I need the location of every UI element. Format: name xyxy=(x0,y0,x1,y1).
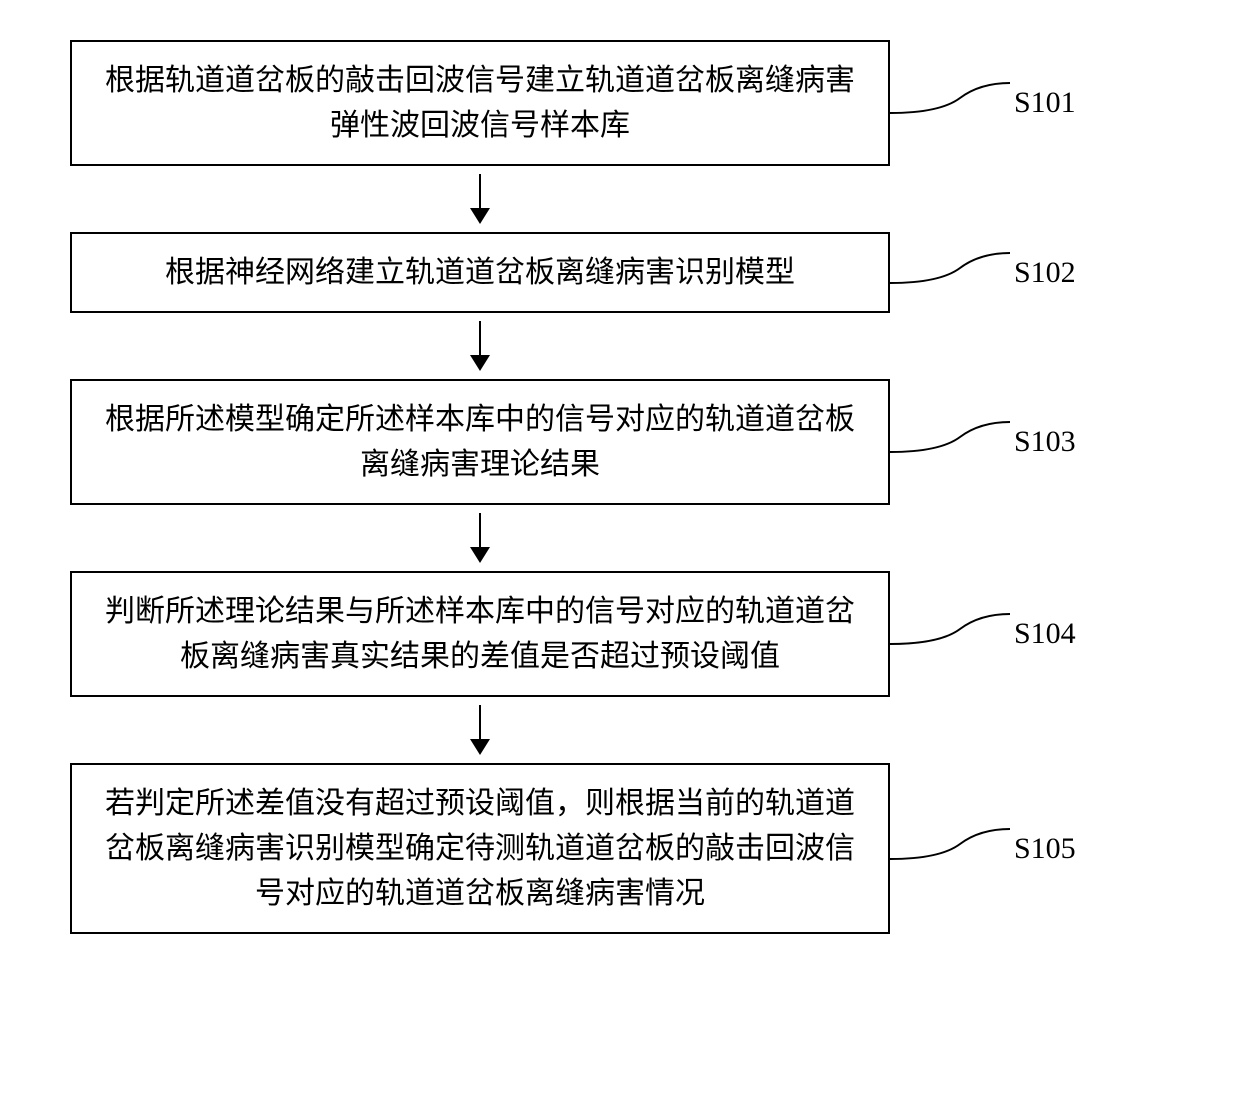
step-row-1: 根据轨道道岔板的敲击回波信号建立轨道道岔板离缝病害弹性波回波信号样本库 S101 xyxy=(70,40,1170,166)
step-label: S101 xyxy=(1014,86,1076,120)
arrow-4 xyxy=(70,697,890,763)
arrow-3 xyxy=(70,505,890,571)
step-box-2: 根据神经网络建立轨道道岔板离缝病害识别模型 xyxy=(70,232,890,313)
arrow-down-icon xyxy=(460,174,500,224)
arrow-1 xyxy=(70,166,890,232)
step-row-2: 根据神经网络建立轨道道岔板离缝病害识别模型 S102 xyxy=(70,232,1170,313)
step-text: 根据轨道道岔板的敲击回波信号建立轨道道岔板离缝病害弹性波回波信号样本库 xyxy=(96,58,864,148)
label-connector-3: S103 xyxy=(890,412,1076,472)
label-connector-5: S105 xyxy=(890,819,1076,879)
curve-icon xyxy=(890,412,1010,472)
curve-icon xyxy=(890,819,1010,879)
arrow-down-icon xyxy=(460,705,500,755)
step-label: S104 xyxy=(1014,617,1076,651)
step-box-3: 根据所述模型确定所述样本库中的信号对应的轨道道岔板离缝病害理论结果 xyxy=(70,379,890,505)
step-text: 根据神经网络建立轨道道岔板离缝病害识别模型 xyxy=(165,250,795,295)
step-label: S102 xyxy=(1014,256,1076,290)
step-row-4: 判断所述理论结果与所述样本库中的信号对应的轨道道岔板离缝病害真实结果的差值是否超… xyxy=(70,571,1170,697)
step-box-4: 判断所述理论结果与所述样本库中的信号对应的轨道道岔板离缝病害真实结果的差值是否超… xyxy=(70,571,890,697)
step-row-5: 若判定所述差值没有超过预设阈值，则根据当前的轨道道岔板离缝病害识别模型确定待测轨… xyxy=(70,763,1170,934)
arrow-down-icon xyxy=(460,513,500,563)
step-label: S103 xyxy=(1014,425,1076,459)
label-connector-4: S104 xyxy=(890,604,1076,664)
label-connector-1: S101 xyxy=(890,73,1076,133)
curve-icon xyxy=(890,243,1010,303)
arrow-down-icon xyxy=(460,321,500,371)
step-text: 判断所述理论结果与所述样本库中的信号对应的轨道道岔板离缝病害真实结果的差值是否超… xyxy=(96,589,864,679)
label-connector-2: S102 xyxy=(890,243,1076,303)
step-box-1: 根据轨道道岔板的敲击回波信号建立轨道道岔板离缝病害弹性波回波信号样本库 xyxy=(70,40,890,166)
step-row-3: 根据所述模型确定所述样本库中的信号对应的轨道道岔板离缝病害理论结果 S103 xyxy=(70,379,1170,505)
step-text: 根据所述模型确定所述样本库中的信号对应的轨道道岔板离缝病害理论结果 xyxy=(96,397,864,487)
arrow-2 xyxy=(70,313,890,379)
step-label: S105 xyxy=(1014,832,1076,866)
step-box-5: 若判定所述差值没有超过预设阈值，则根据当前的轨道道岔板离缝病害识别模型确定待测轨… xyxy=(70,763,890,934)
flowchart-container: 根据轨道道岔板的敲击回波信号建立轨道道岔板离缝病害弹性波回波信号样本库 S101… xyxy=(70,40,1170,934)
step-text: 若判定所述差值没有超过预设阈值，则根据当前的轨道道岔板离缝病害识别模型确定待测轨… xyxy=(96,781,864,916)
curve-icon xyxy=(890,73,1010,133)
curve-icon xyxy=(890,604,1010,664)
